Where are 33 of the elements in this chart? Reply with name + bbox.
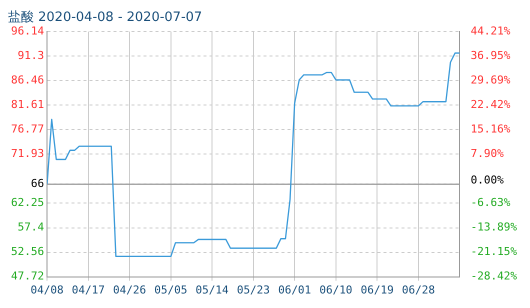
y2-tick-label: 7.90% — [470, 147, 504, 160]
y2-tick-label: 15.16% — [470, 122, 511, 136]
y2-tick-label: 44.21% — [470, 24, 511, 38]
chart-title: 盐酸 2020-04-08 - 2020-07-07 — [8, 10, 202, 26]
x-tick-label: 04/17 — [72, 283, 105, 296]
y-tick-label: 71.93 — [10, 147, 44, 160]
x-tick-label: 05/05 — [154, 283, 188, 296]
y-tick-label: 57.4 — [18, 220, 44, 234]
y-tick-label: 47.72 — [10, 270, 44, 283]
y2-tick-label: -28.42% — [470, 270, 518, 283]
x-tick-label: 06/10 — [319, 283, 352, 296]
y-tick-label: 62.25 — [10, 196, 44, 210]
y-tick-label: 52.56 — [10, 245, 44, 258]
y2-tick-label: 0.00% — [470, 174, 504, 187]
y2-tick-label: -6.63% — [470, 196, 511, 210]
y-tick-label: 66 — [30, 177, 44, 190]
x-tick-label: 05/14 — [196, 283, 230, 296]
x-tick-label: 05/23 — [236, 283, 270, 296]
y2-tick-label: 22.42% — [470, 98, 511, 112]
y-tick-label: 91.3 — [18, 48, 44, 62]
y2-tick-label: 36.95% — [470, 48, 511, 62]
x-tick-label: 04/26 — [113, 283, 146, 296]
y-tick-label: 96.14 — [10, 24, 44, 38]
y-tick-label: 86.46 — [10, 73, 44, 86]
x-tick-label: 06/28 — [402, 283, 435, 296]
y2-tick-label: -21.15% — [470, 245, 518, 258]
x-tick-label: 04/08 — [30, 283, 64, 296]
x-tick-label: 06/19 — [360, 283, 394, 296]
y2-tick-label: -13.89% — [470, 220, 518, 234]
y2-tick-label: 29.69% — [470, 73, 511, 86]
y-tick-label: 76.77 — [10, 122, 44, 136]
y-tick-label: 81.61 — [10, 98, 44, 112]
x-tick-label: 06/01 — [278, 283, 312, 296]
